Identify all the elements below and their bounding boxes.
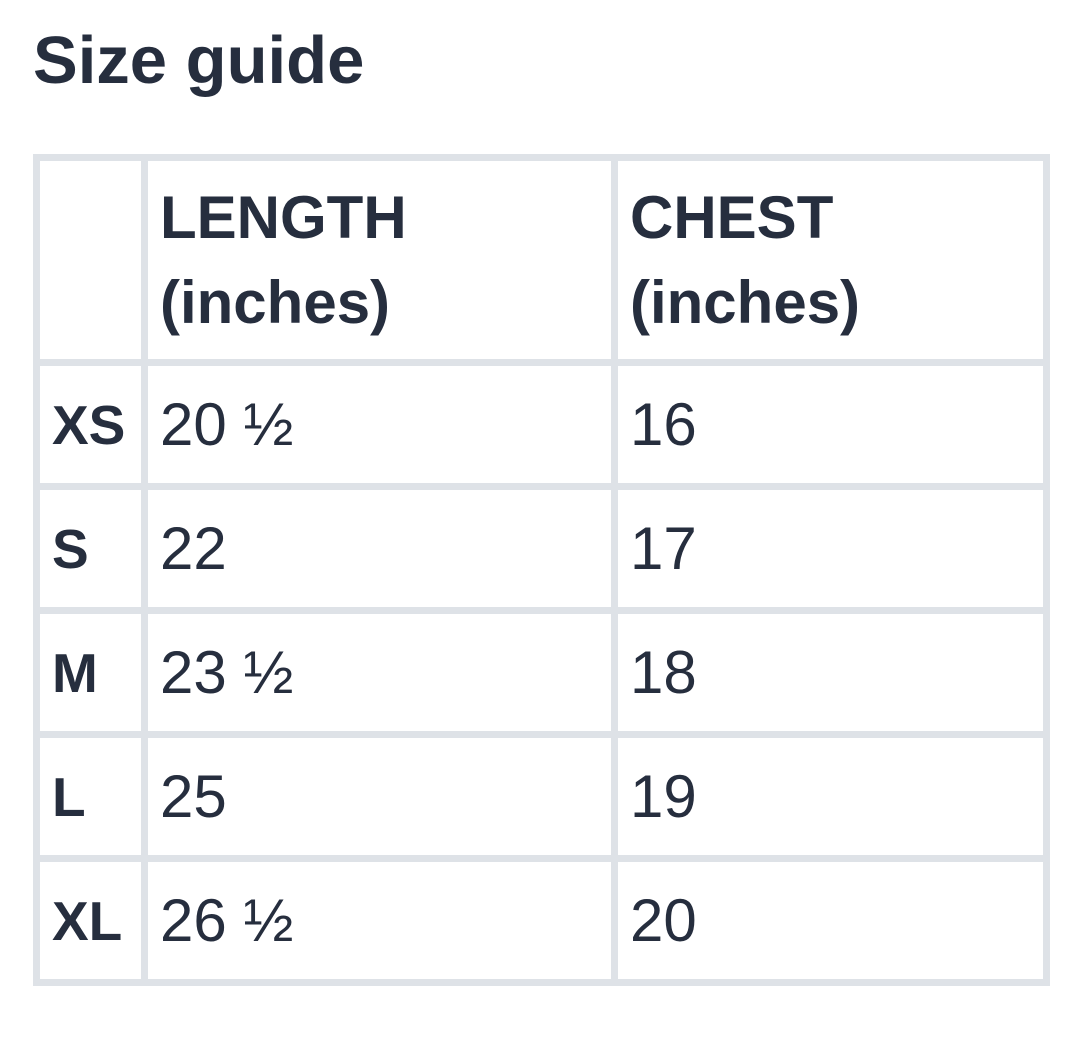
table-row: XL 26 ½ 20 bbox=[40, 862, 1043, 979]
chest-cell: 17 bbox=[618, 490, 1043, 607]
length-cell: 22 bbox=[148, 490, 611, 607]
size-guide-table: LENGTH (inches) CHEST (inches) XS 20 ½ 1… bbox=[33, 154, 1050, 986]
column-header-chest-name: CHEST bbox=[630, 184, 834, 251]
corner-cell bbox=[40, 161, 141, 359]
table-row: L 25 19 bbox=[40, 738, 1043, 855]
column-header-chest: CHEST (inches) bbox=[618, 161, 1043, 359]
table-row: M 23 ½ 18 bbox=[40, 614, 1043, 731]
column-header-length: LENGTH (inches) bbox=[148, 161, 611, 359]
size-cell: XL bbox=[40, 862, 141, 979]
chest-cell: 16 bbox=[618, 366, 1043, 483]
table-row: S 22 17 bbox=[40, 490, 1043, 607]
column-header-length-unit: (inches) bbox=[160, 269, 391, 336]
size-guide-section: Size guide LENGTH (inches) CHEST (inches… bbox=[33, 23, 1050, 986]
size-cell: L bbox=[40, 738, 141, 855]
size-cell: S bbox=[40, 490, 141, 607]
length-cell: 20 ½ bbox=[148, 366, 611, 483]
length-cell: 26 ½ bbox=[148, 862, 611, 979]
chest-cell: 18 bbox=[618, 614, 1043, 731]
size-cell: M bbox=[40, 614, 141, 731]
chest-cell: 19 bbox=[618, 738, 1043, 855]
table-row: XS 20 ½ 16 bbox=[40, 366, 1043, 483]
table-header-row: LENGTH (inches) CHEST (inches) bbox=[40, 161, 1043, 359]
chest-cell: 20 bbox=[618, 862, 1043, 979]
page-title: Size guide bbox=[33, 23, 365, 98]
column-header-chest-unit: (inches) bbox=[630, 269, 861, 336]
length-cell: 25 bbox=[148, 738, 611, 855]
column-header-length-name: LENGTH bbox=[160, 184, 407, 251]
length-cell: 23 ½ bbox=[148, 614, 611, 731]
size-cell: XS bbox=[40, 366, 141, 483]
